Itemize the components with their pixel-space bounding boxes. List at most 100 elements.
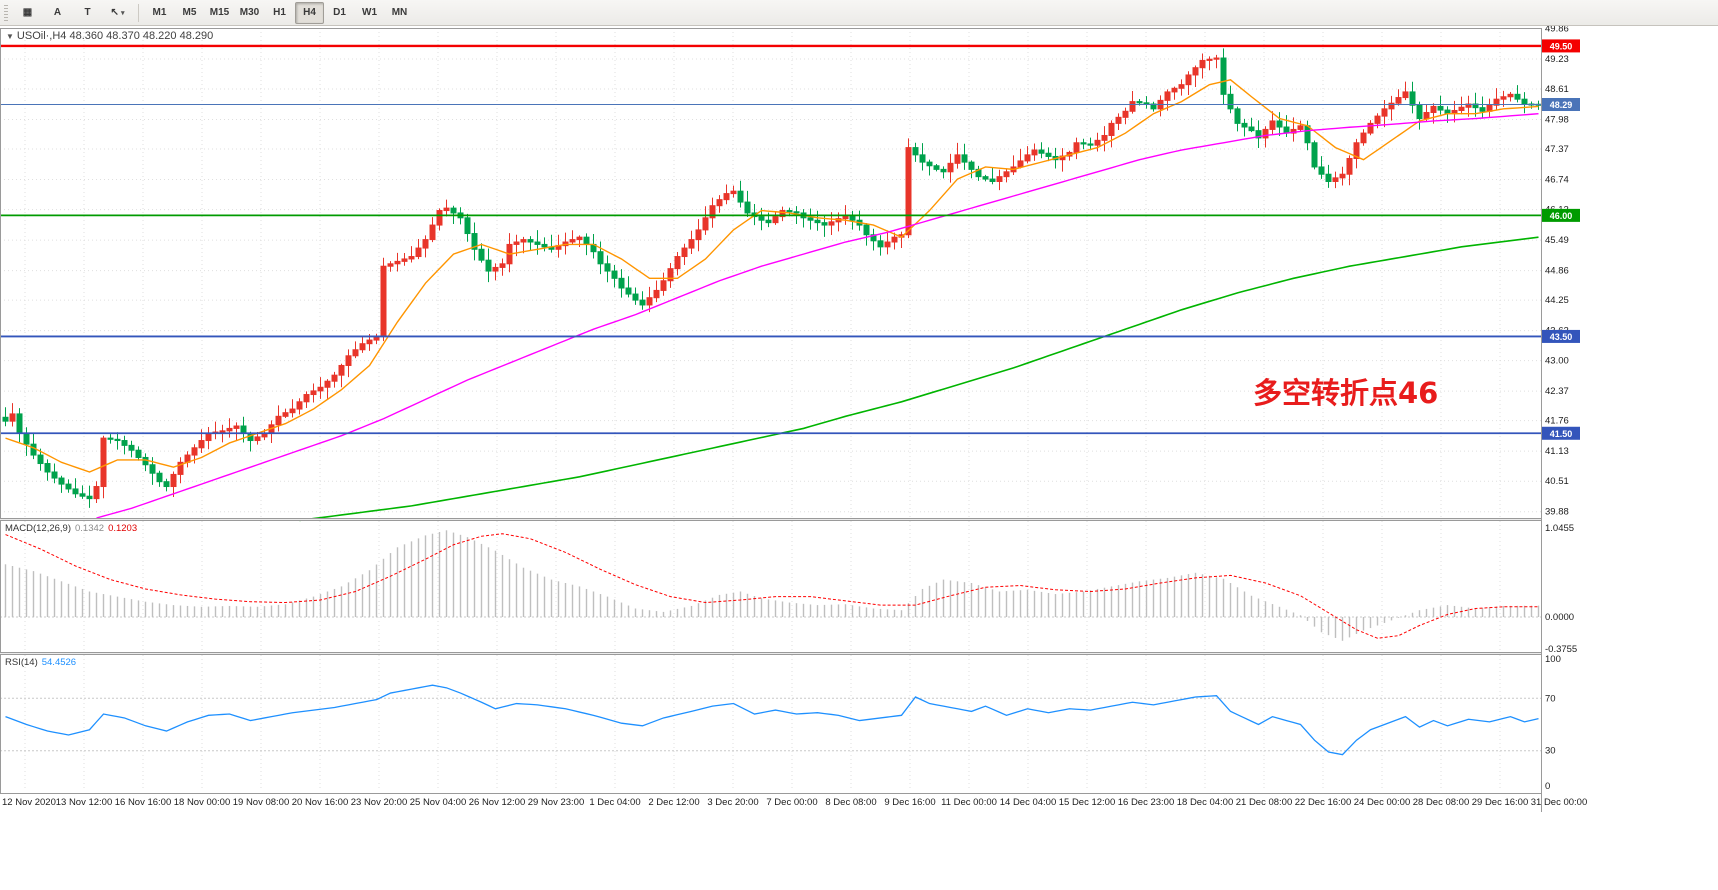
candle <box>282 412 289 417</box>
time-axis-label: 24 Dec 00:00 <box>1354 797 1411 808</box>
candle <box>1402 91 1409 99</box>
timeframe-h1-button[interactable]: H1 <box>273 7 286 18</box>
timeframe-d1-button[interactable]: D1 <box>333 7 346 18</box>
candle <box>877 240 884 248</box>
candle <box>324 380 331 388</box>
candle <box>219 430 226 433</box>
candle <box>765 219 772 224</box>
candle <box>1479 107 1486 112</box>
candle <box>1283 126 1290 134</box>
candle <box>793 211 800 214</box>
candle <box>100 437 107 488</box>
rsi-panel[interactable] <box>0 684 1541 756</box>
candle <box>254 436 261 442</box>
chart-canvas[interactable]: 49.8649.2348.6147.9847.3746.7446.1245.49… <box>0 26 1718 890</box>
candle <box>597 251 604 265</box>
candle <box>639 299 646 306</box>
candle <box>191 447 198 456</box>
timeframe-w1-button[interactable]: W1 <box>362 7 377 18</box>
candle <box>1304 125 1311 144</box>
time-axis-label: 2 Dec 12:00 <box>648 797 699 808</box>
price-axis-label: 47.98 <box>1545 115 1569 126</box>
candle <box>1206 58 1213 61</box>
macd-axis-label: 1.0455 <box>1545 523 1574 534</box>
candle <box>933 165 940 170</box>
candle <box>2 416 9 422</box>
text-tool-button[interactable]: A <box>43 2 72 24</box>
toolbar-grip[interactable] <box>4 4 8 21</box>
candle <box>436 210 443 226</box>
candle <box>674 256 681 270</box>
candle <box>1136 101 1143 104</box>
rsi-axis-label: 0 <box>1545 781 1550 792</box>
price-badge-41.50 <box>1542 426 1580 440</box>
candle <box>415 247 422 258</box>
candle <box>1367 122 1374 134</box>
shapes-tool-button[interactable]: ↖ ▾ <box>103 2 132 24</box>
macd-axis-label: 0.0000 <box>1545 612 1574 623</box>
candle <box>23 432 30 445</box>
candle <box>1381 108 1388 117</box>
candle <box>422 239 429 249</box>
chart-grid-icon: ▦ <box>22 7 33 18</box>
candle <box>1409 91 1416 106</box>
candle <box>177 461 184 475</box>
candle <box>1521 98 1528 105</box>
candle <box>128 444 135 451</box>
chart-window[interactable]: 49.8649.2348.6147.9847.3746.7446.1245.49… <box>0 26 1718 890</box>
candle <box>1332 177 1339 182</box>
candle <box>114 438 121 442</box>
timeframe-mn-button[interactable]: MN <box>391 7 408 18</box>
candle <box>758 216 765 221</box>
collapse-arrow-icon[interactable]: ▼ <box>6 32 14 41</box>
timeframe-h4-button[interactable]: H4 <box>295 1 324 24</box>
time-axis[interactable]: 12 Nov 2020 13 Nov 12:00 16 Nov 16:00 18 No… <box>2 797 1587 808</box>
candle <box>681 247 688 258</box>
candle <box>72 488 79 495</box>
candle <box>1115 116 1122 124</box>
candle <box>121 440 128 446</box>
time-axis-label: 23 Nov 20:00 <box>351 797 408 808</box>
price-badge-46.00 <box>1542 208 1580 222</box>
price-axis[interactable]: 49.8649.2348.6147.9847.3746.7446.1245.49… <box>1542 26 1580 792</box>
text-icon: A <box>53 7 62 18</box>
candle <box>1311 142 1318 168</box>
main-chart-panel[interactable] <box>0 44 1542 522</box>
chart-grid-tool-button[interactable]: ▦ <box>13 2 42 24</box>
price-axis-label: 49.86 <box>1545 26 1569 34</box>
candle <box>401 258 408 262</box>
candle <box>1262 128 1269 139</box>
timeframe-m15-button[interactable]: M15 <box>209 7 230 18</box>
timeframe-m1-button[interactable]: M1 <box>152 7 167 18</box>
candle <box>1017 160 1024 168</box>
candle <box>1122 110 1129 118</box>
candle <box>86 495 93 500</box>
ma-fast-line <box>5 79 1539 473</box>
price-badge-text: 48.29 <box>1550 100 1573 110</box>
price-axis-label: 43.00 <box>1545 356 1569 367</box>
candle <box>492 266 499 272</box>
candle <box>884 241 891 248</box>
timeframe-m30-button[interactable]: M30 <box>239 7 260 18</box>
rsi-axis-label: 100 <box>1545 654 1561 665</box>
candle <box>1255 130 1262 139</box>
candle <box>163 481 170 488</box>
macd-panel[interactable] <box>0 530 1541 641</box>
candle <box>16 413 23 434</box>
candle <box>233 425 240 429</box>
time-axis-label: 1 Dec 04:00 <box>589 797 640 808</box>
candle <box>1360 132 1367 144</box>
candle <box>1248 126 1255 132</box>
candle <box>814 219 821 224</box>
candle <box>527 239 534 243</box>
candle <box>107 437 114 440</box>
candle <box>1297 125 1304 130</box>
candle <box>919 154 926 163</box>
candle <box>1143 102 1150 105</box>
candle <box>1416 104 1423 120</box>
chevron-down-icon: ▾ <box>120 9 125 17</box>
candle <box>331 374 338 382</box>
text-label-tool-button[interactable]: T <box>73 2 102 24</box>
timeframe-m5-button[interactable]: M5 <box>182 7 197 18</box>
candle <box>667 268 674 282</box>
